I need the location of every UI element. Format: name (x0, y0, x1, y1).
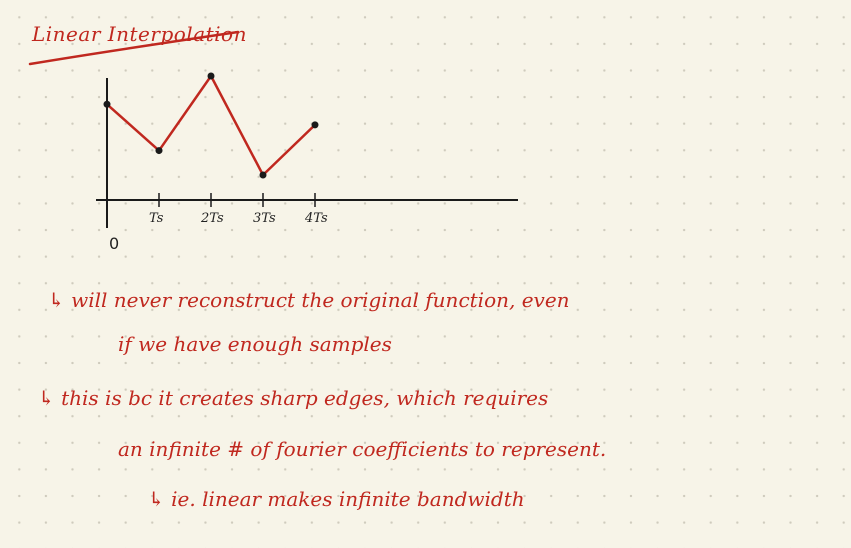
sample-point-1 (155, 147, 163, 155)
note-line-4: an infinite # of fourier coefficients to… (118, 437, 607, 461)
note-line-3: ↳ this is bc it creates sharp edges, whi… (38, 386, 549, 410)
origin-label: 0 (109, 234, 120, 253)
x-tick-label-1: Ts (149, 211, 164, 226)
x-tick-label-4: 4Ts (305, 211, 328, 226)
interpolation-line (106, 74, 316, 177)
note-line-1: ↳ will never reconstruct the original fu… (48, 288, 570, 312)
sample-point-4 (311, 121, 319, 129)
note-line-2: if we have enough samples (118, 332, 392, 356)
x-tick-label-3: 3Ts (253, 211, 276, 226)
note-line-5: ↳ ie. linear makes infinite bandwidth (148, 487, 525, 511)
x-tick-label-2: 2Ts (201, 211, 224, 226)
sample-point-2 (207, 72, 215, 80)
sample-point-0 (103, 100, 111, 108)
sample-point-3 (259, 171, 267, 179)
